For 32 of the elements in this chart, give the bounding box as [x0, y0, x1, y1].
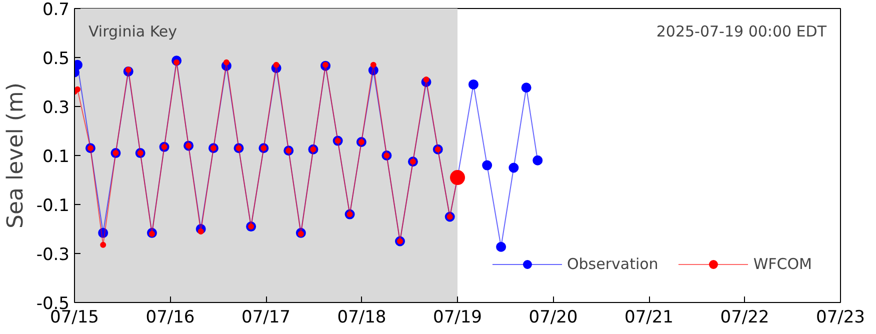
point	[508, 162, 519, 173]
point	[370, 62, 376, 68]
y-tick-label: -0.3	[36, 245, 70, 265]
x-tick-label: 07/23	[816, 308, 866, 328]
point	[74, 86, 80, 92]
x-tick-label: 07/20	[528, 308, 578, 328]
legend-label: WFCOM	[753, 255, 812, 273]
y-axis-title: Sea level (m)	[3, 82, 28, 228]
x-tick-label: 07/19	[433, 308, 482, 328]
x-tick-label: 07/18	[337, 308, 386, 328]
y-tick-label: -0.1	[36, 196, 70, 216]
point	[496, 242, 506, 252]
x-tick-label: 07/22	[720, 308, 770, 328]
point	[482, 160, 492, 170]
point	[98, 228, 108, 238]
annotation: 2025-07-19 00:00 EDT	[656, 22, 828, 40]
point	[273, 62, 280, 68]
annotation: Virginia Key	[88, 22, 178, 40]
point	[223, 59, 230, 66]
x-tick-label: 07/21	[624, 308, 674, 328]
point	[100, 242, 106, 248]
y-tick-label: 0.1	[42, 147, 70, 167]
point	[468, 79, 478, 90]
y-tick-label: 0.7	[42, 0, 70, 20]
x-tick-label: 07/17	[242, 308, 291, 328]
point	[532, 155, 543, 166]
legend-label: Observation	[566, 255, 658, 273]
y-tick-label: 0.5	[42, 49, 70, 69]
x-tick-label: 07/16	[146, 308, 195, 328]
y-tick-label: 0.3	[42, 98, 70, 118]
point	[450, 170, 465, 186]
point	[521, 82, 532, 93]
